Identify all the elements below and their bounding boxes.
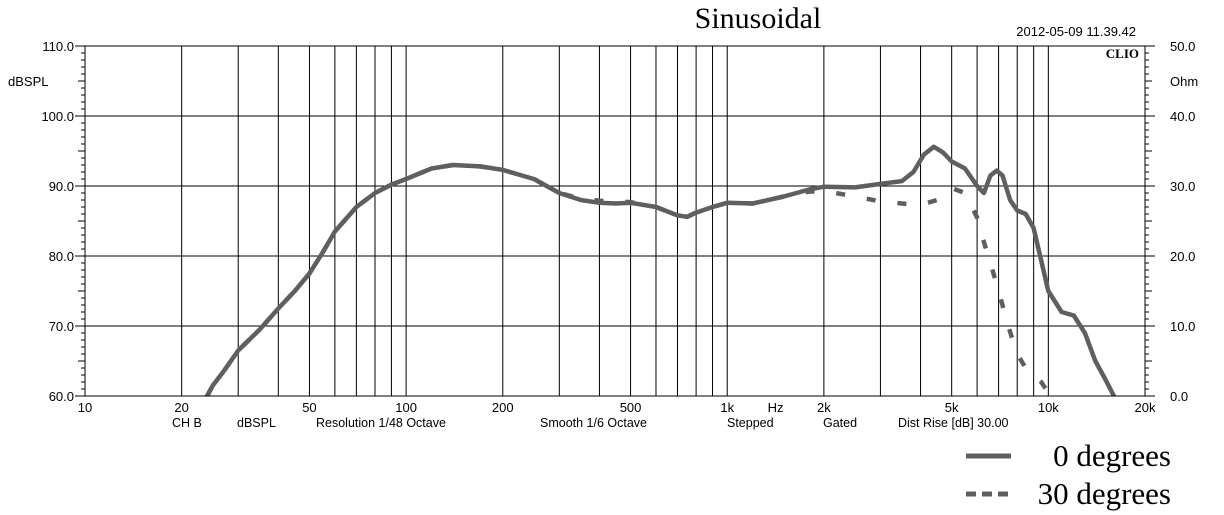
footer-setting: Stepped <box>727 416 774 430</box>
series-group <box>204 144 1117 396</box>
y2-tick-label: 30.0 <box>1170 179 1195 194</box>
y-tick-label: 100.0 <box>41 109 74 124</box>
legend-label: 30 degrees <box>1038 476 1171 511</box>
x-tick-label: 100 <box>395 400 417 415</box>
x-tick-label: 10 <box>78 400 92 415</box>
footer-setting: CH B <box>172 416 202 430</box>
series-line-0-degrees <box>204 144 1117 396</box>
y-axis-unit: dBSPL <box>8 74 48 89</box>
series-line-30-degrees <box>205 162 1051 396</box>
timestamp: 2012-05-09 11.39.42 <box>1016 24 1136 39</box>
series-lines <box>204 144 1117 396</box>
y2-tick-label: 10.0 <box>1170 319 1195 334</box>
settings-footer: CH B dBSPL Resolution 1/48 Octave Smooth 1/… <box>172 416 1009 430</box>
footer-setting: Gated <box>823 416 857 430</box>
x-tick-label: 1k <box>720 400 734 415</box>
y-tick-label: 70.0 <box>49 319 74 334</box>
footer-setting: dBSPL <box>237 416 276 430</box>
footer-setting: Resolution 1/48 Octave <box>316 416 446 430</box>
y-tick-label: 90.0 <box>49 179 74 194</box>
x-tick-label: 50 <box>302 400 316 415</box>
x-tick-label: 200 <box>492 400 514 415</box>
y2-tick-label: 0.0 <box>1170 389 1188 404</box>
y2-axis-unit: Ohm <box>1170 74 1198 89</box>
x-tick-label: 10k <box>1038 400 1059 415</box>
x-tick-label: 5k <box>945 400 959 415</box>
footer-setting: Smooth 1/6 Octave <box>540 416 647 430</box>
y2-tick-label: 40.0 <box>1170 109 1195 124</box>
y-tick-label: 80.0 <box>49 249 74 264</box>
x-tick-label: 20 <box>174 400 188 415</box>
y2-tick-label: 20.0 <box>1170 249 1195 264</box>
footer-setting: Dist Rise [dB] 30.00 <box>898 416 1009 430</box>
y2-tick-label: 50.0 <box>1170 39 1195 54</box>
x-axis-unit: Hz <box>768 400 784 415</box>
x-tick-label: 2k <box>817 400 831 415</box>
x-tick-label: 20k <box>1135 400 1156 415</box>
axes: 110.0100.090.080.070.060.050.040.030.020… <box>41 39 1195 415</box>
brand-label: CLIO <box>1106 46 1139 61</box>
legend-label: 0 degrees <box>1053 438 1171 473</box>
grid <box>85 46 1145 396</box>
chart-title: Sinusoidal <box>695 2 822 35</box>
y-tick-label: 110.0 <box>42 39 74 54</box>
x-tick-label: 500 <box>620 400 642 415</box>
y-tick-label: 60.0 <box>49 389 74 404</box>
